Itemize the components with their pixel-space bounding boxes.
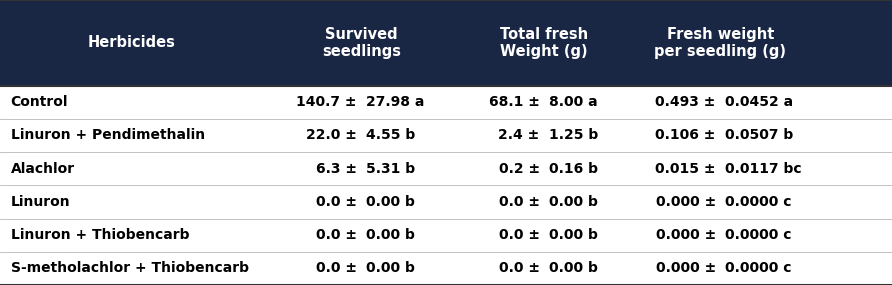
- Text: 0.0000 c: 0.0000 c: [724, 195, 791, 209]
- Text: 0.493 ±: 0.493 ±: [656, 95, 715, 109]
- Text: 0.0 ±: 0.0 ±: [499, 261, 540, 275]
- Text: Alachlor: Alachlor: [11, 162, 75, 176]
- Text: 8.00 a: 8.00 a: [549, 95, 598, 109]
- Text: 0.0 ±: 0.0 ±: [316, 228, 357, 242]
- Text: 0.0 ±: 0.0 ±: [499, 195, 540, 209]
- Bar: [0, 219, 892, 252]
- Text: Control: Control: [11, 95, 68, 109]
- Text: Total fresh
Weight (g): Total fresh Weight (g): [500, 27, 588, 59]
- Text: 5.31 b: 5.31 b: [366, 162, 415, 176]
- Text: 0.0 ±: 0.0 ±: [316, 195, 357, 209]
- Text: Linuron: Linuron: [11, 195, 70, 209]
- Text: S-metholachlor + Thiobencarb: S-metholachlor + Thiobencarb: [11, 261, 249, 275]
- Text: 27.98 a: 27.98 a: [366, 95, 424, 109]
- Bar: [0, 185, 892, 219]
- Text: 0.0000 c: 0.0000 c: [724, 228, 791, 242]
- Text: 0.015 ±: 0.015 ±: [656, 162, 715, 176]
- Text: 0.00 b: 0.00 b: [549, 261, 598, 275]
- Bar: [0, 0, 892, 86]
- Text: 6.3 ±: 6.3 ±: [316, 162, 357, 176]
- Text: 2.4 ±: 2.4 ±: [499, 128, 540, 142]
- Text: 0.0117 bc: 0.0117 bc: [724, 162, 801, 176]
- Bar: [0, 152, 892, 185]
- Text: 0.0 ±: 0.0 ±: [499, 228, 540, 242]
- Text: 0.000 ±: 0.000 ±: [656, 261, 715, 275]
- Text: 4.55 b: 4.55 b: [366, 128, 415, 142]
- Text: Linuron + Thiobencarb: Linuron + Thiobencarb: [11, 228, 189, 242]
- Text: 1.25 b: 1.25 b: [549, 128, 598, 142]
- Text: 0.000 ±: 0.000 ±: [656, 195, 715, 209]
- Text: 0.000 ±: 0.000 ±: [656, 228, 715, 242]
- Text: 0.16 b: 0.16 b: [549, 162, 598, 176]
- Text: 0.0452 a: 0.0452 a: [724, 95, 793, 109]
- Text: 0.00 b: 0.00 b: [366, 228, 415, 242]
- Text: Fresh weight
per seedling (g): Fresh weight per seedling (g): [655, 27, 786, 59]
- Bar: [0, 119, 892, 152]
- Text: 0.0000 c: 0.0000 c: [724, 261, 791, 275]
- Bar: [0, 252, 892, 285]
- Text: 0.2 ±: 0.2 ±: [499, 162, 540, 176]
- Text: Survived
seedlings: Survived seedlings: [322, 27, 401, 59]
- Text: 140.7 ±: 140.7 ±: [296, 95, 357, 109]
- Text: 0.00 b: 0.00 b: [549, 228, 598, 242]
- Text: Herbicides: Herbicides: [87, 35, 176, 50]
- Text: 0.0507 b: 0.0507 b: [724, 128, 793, 142]
- Text: 68.1 ±: 68.1 ±: [489, 95, 540, 109]
- Text: 0.0 ±: 0.0 ±: [316, 261, 357, 275]
- Text: 0.00 b: 0.00 b: [549, 195, 598, 209]
- Text: 0.106 ±: 0.106 ±: [656, 128, 715, 142]
- Text: Linuron + Pendimethalin: Linuron + Pendimethalin: [11, 128, 205, 142]
- Text: 0.00 b: 0.00 b: [366, 261, 415, 275]
- Text: 22.0 ±: 22.0 ±: [306, 128, 357, 142]
- Bar: [0, 86, 892, 119]
- Text: 0.00 b: 0.00 b: [366, 195, 415, 209]
